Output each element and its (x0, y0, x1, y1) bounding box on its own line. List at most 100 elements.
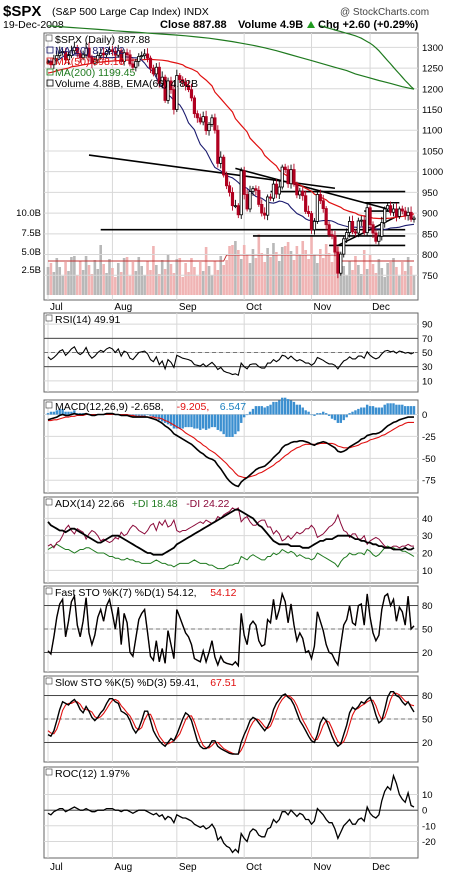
volume-bar (403, 271, 407, 295)
macd-histogram-bar (257, 406, 261, 415)
price-candle (157, 62, 161, 88)
roc-y-tick-label: -10 (422, 821, 436, 832)
price-candle (134, 58, 138, 72)
macd-histogram-bar (61, 408, 64, 415)
adx-legend-entry: -DI 24.22 (186, 498, 229, 510)
volume-bar (409, 266, 413, 295)
volume-bar (371, 264, 375, 295)
volume-bar (58, 267, 62, 295)
macd-histogram-bar (316, 413, 319, 415)
price-candle (318, 189, 322, 205)
chart-date: 19-Dec-2008 (3, 19, 64, 31)
faststo-y-tick-label: 20 (422, 648, 433, 659)
macd-histogram-bar (190, 414, 193, 428)
volume-bar (204, 247, 208, 295)
macd-histogram-bar (204, 414, 208, 430)
macd-histogram-bar (398, 404, 401, 415)
volume-bar (193, 267, 196, 295)
price-candle (87, 42, 91, 62)
price-legend-marker (46, 68, 54, 76)
macd-histogram-bar (272, 401, 275, 415)
volume-bar (324, 244, 328, 295)
macd-histogram-bar (330, 414, 334, 419)
rsi-y-tick-label: 10 (422, 376, 433, 387)
rsi-legend: RSI(14) 49.91 (45, 314, 121, 326)
macd-histogram-bar (46, 413, 50, 415)
price-candle (166, 77, 170, 104)
price-x-tick-label: Dec (372, 302, 390, 313)
price-candle (271, 179, 276, 202)
volume-bar (67, 271, 70, 295)
volume-bar (239, 259, 243, 295)
volume-bar (348, 261, 351, 295)
macd-histogram-bar (201, 414, 205, 429)
bottom-x-tick-label: Sep (179, 862, 197, 873)
adx-line (47, 508, 415, 556)
macd-histogram-bar (269, 404, 272, 415)
price-candle (362, 215, 366, 236)
macd-histogram-bar (266, 406, 269, 415)
volume-bar (398, 276, 401, 295)
price-candle (110, 45, 115, 56)
price-candle (345, 228, 349, 243)
ma200-line (47, 25, 415, 90)
volume-bar (304, 250, 307, 295)
roc-legend: ROC(12) 1.97% (45, 768, 130, 780)
volume-bar (351, 270, 354, 295)
macd-histogram-bar (178, 414, 181, 429)
volume-bar (257, 234, 261, 295)
macd-histogram-bar (55, 410, 58, 415)
stockcharts-watermark: @ StockCharts.com (340, 7, 429, 18)
roc-line (47, 773, 415, 854)
volume-bar (225, 260, 228, 295)
faststo-y-tick-label: 50 (422, 625, 433, 636)
price-candle (154, 63, 158, 78)
price-candle (394, 203, 399, 222)
volume-bar (46, 267, 50, 295)
price-candle (204, 110, 208, 135)
macd-histogram-bar (52, 411, 56, 415)
faststo-y-tick-label: 80 (422, 601, 433, 612)
volume-bar (196, 276, 199, 295)
volume-bar (327, 253, 331, 295)
price-y-tick-label: 1000 (422, 167, 443, 178)
macd-histogram-bar (216, 414, 220, 430)
price-y-tick-label: 950 (422, 188, 438, 199)
price-candle (312, 218, 317, 235)
price-candle (298, 187, 302, 200)
volume-bar (198, 262, 202, 295)
volume-bar (392, 258, 395, 295)
macd-histogram-bar (169, 414, 173, 426)
macd-histogram-bar (64, 411, 67, 415)
macd-histogram-bar (140, 414, 143, 416)
volume-bar (357, 265, 360, 295)
price-candle (377, 231, 381, 245)
price-candle (301, 187, 305, 201)
price-candle (342, 235, 346, 258)
roc-legend-entry: ROC(12) 1.97% (55, 768, 130, 780)
volume-bar (345, 275, 348, 295)
macd-histogram-bar (187, 414, 190, 428)
macd-histogram-bar (70, 411, 73, 415)
macd-histogram-bar (380, 407, 383, 415)
price-candle (186, 80, 191, 93)
macd-histogram-bar (342, 414, 345, 421)
price-candle (242, 166, 246, 200)
macd-histogram-bar (307, 411, 310, 415)
rsi-legend-entry: RSI(14) 49.91 (55, 314, 121, 326)
adx-y-tick-label: 20 (422, 549, 433, 560)
price-candle (315, 190, 319, 224)
volume-bar (278, 261, 281, 295)
volume-bar (213, 261, 217, 295)
trendline (235, 167, 388, 210)
macd-histogram-bar (193, 414, 196, 429)
volume-bar (169, 264, 173, 295)
macd-histogram-bar (313, 414, 316, 416)
volume-bar (307, 259, 310, 295)
faststo-k-line (47, 591, 415, 668)
price-candle (78, 50, 82, 63)
volume-bar (61, 276, 64, 295)
macd-histogram-bar (67, 411, 70, 415)
rsi-y-tick-label: 70 (422, 334, 433, 345)
macd-histogram-bar (155, 414, 158, 418)
